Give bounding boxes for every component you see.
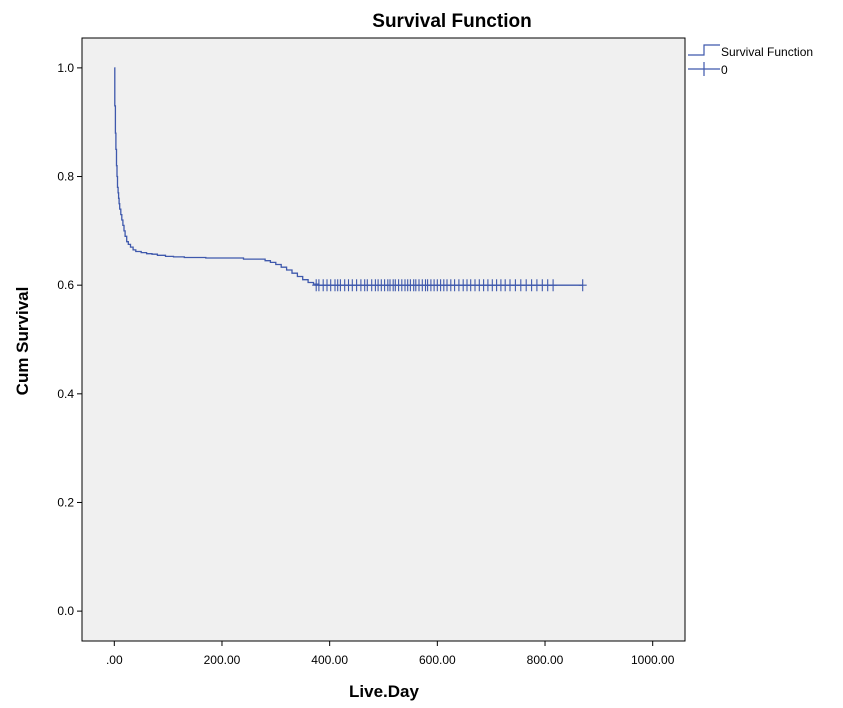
y-tick-label: 0.4 — [57, 387, 74, 401]
y-tick-label: 0.0 — [57, 604, 74, 618]
y-tick-label: 0.8 — [57, 170, 74, 184]
legend-item-survival-function: Survival Function — [688, 44, 813, 59]
x-axis-label: Live.Day — [349, 682, 419, 701]
y-axis: 0.0 0.2 0.4 0.6 0.8 1.0 — [57, 61, 82, 618]
plot-area — [81, 37, 686, 642]
series-layer — [114, 67, 587, 292]
x-tick-label: 800.00 — [527, 653, 564, 667]
x-axis: .00 200.00 400.00 600.00 800.00 1000.00 — [106, 641, 675, 667]
chart-title: Survival Function — [372, 11, 531, 32]
legend-item-censored: 0 — [688, 62, 728, 77]
survival-step-line — [114, 67, 583, 286]
legend-step-swatch — [688, 44, 720, 56]
censored-marker — [578, 279, 587, 292]
legend-censor-swatch — [688, 62, 720, 76]
x-tick-label: 600.00 — [419, 653, 456, 667]
x-tick-label: 400.00 — [311, 653, 348, 667]
x-tick-label: .00 — [106, 653, 123, 667]
x-tick-label: 1000.00 — [631, 653, 675, 667]
legend-label-censored: 0 — [721, 63, 728, 77]
y-tick-label: 1.0 — [57, 61, 74, 75]
legend: Survival Function 0 — [688, 44, 813, 77]
x-tick-label: 200.00 — [204, 653, 241, 667]
y-tick-label: 0.6 — [57, 278, 74, 292]
y-tick-label: 0.2 — [57, 495, 74, 509]
y-axis-label: Cum Survival — [13, 287, 32, 396]
legend-label-survival-function: Survival Function — [721, 45, 813, 59]
censored-marker — [549, 279, 558, 292]
